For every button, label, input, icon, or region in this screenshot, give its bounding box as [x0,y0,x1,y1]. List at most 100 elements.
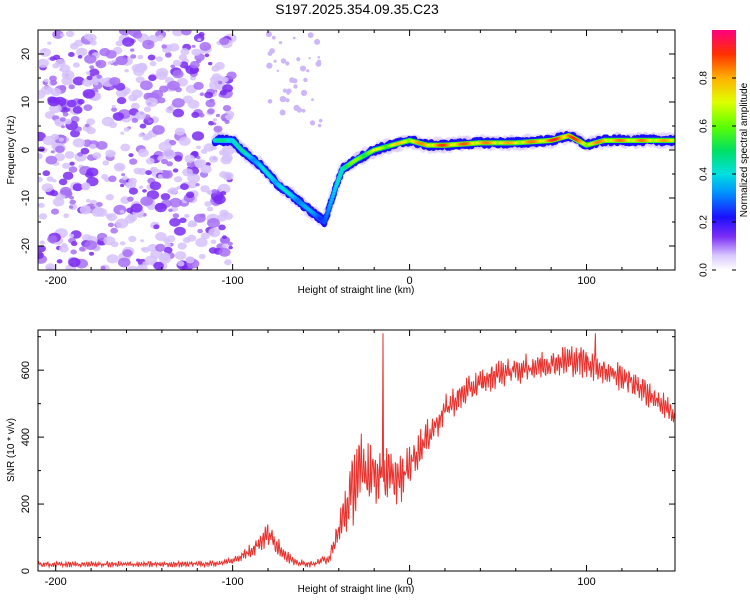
noise-blob [38,176,43,183]
noise-blob [109,121,118,129]
noise-blob [49,75,57,82]
noise-blob [131,89,143,99]
noise-blob [199,92,205,96]
noise-blob [130,203,143,213]
noise-blob [190,60,200,69]
ridge-core [331,192,336,196]
noise-blob [131,117,139,123]
noise-blob [72,183,83,192]
noise-blob [79,246,86,252]
noise-blob [92,152,102,160]
noise-blob [91,207,104,217]
noise-blob [200,164,212,174]
noise-blob [136,258,141,262]
noise-blob [159,252,171,261]
noise-blob [68,257,81,268]
noise-blob [115,55,128,66]
noise-blob [218,247,231,257]
spectrogram-marks [38,30,675,270]
colorbar-gradient [712,30,736,270]
noise-blob [52,30,64,39]
noise-blob [170,64,176,69]
noise-blob [65,30,75,38]
noise-blob [228,245,233,250]
noise-blob [267,51,273,56]
noise-blob [208,120,214,126]
noise-blob [318,118,323,123]
ridge-core [328,203,332,207]
noise-blob [273,59,277,63]
colorbar-tick-label: 0.4 [699,167,710,181]
noise-blob [124,68,129,73]
noise-blob [213,194,226,205]
noise-blob [178,136,191,146]
noise-blob [198,253,206,260]
noise-blob [207,108,215,115]
noise-blob [280,58,287,64]
noise-blob [96,202,103,207]
noise-blob [161,158,168,165]
noise-blob [140,247,146,251]
noise-blob [153,261,164,270]
noise-blob [50,190,58,197]
noise-blob [38,213,48,220]
noise-blob [196,159,207,167]
noise-blob [63,213,70,218]
noise-blob [209,155,219,163]
noise-blob [174,251,187,260]
noise-blob [85,171,94,178]
noise-blob [163,246,173,254]
noise-blob [197,228,203,234]
noise-blob [155,243,166,252]
x-tick-label: -100 [222,275,244,287]
colorbar-tick-label: 0.8 [699,71,710,85]
noise-blob [41,183,54,193]
snr-panel: -200 -100 0 100 0 200 400 600 Height of straigh… [6,329,676,595]
noise-blob [86,118,95,126]
noise-blob [137,54,144,60]
noise-blob [191,48,202,56]
noise-blob [177,260,185,267]
noise-blob [140,239,145,243]
noise-blob [127,265,138,270]
noise-blob [46,176,54,182]
noise-blob [109,77,121,86]
noise-blob [60,186,72,196]
noise-blob [306,69,310,73]
noise-blob [96,74,102,79]
noise-blob [130,54,137,59]
noise-blob [135,76,145,84]
noise-blob [204,53,210,58]
colorbar-tick-label: 0.0 [699,263,710,277]
noise-blob [293,84,298,89]
noise-blob [286,90,291,95]
noise-blob [86,75,93,81]
noise-blob [95,59,107,69]
noise-blob [162,149,176,160]
noise-blob [149,181,162,191]
noise-blob [118,165,123,170]
noise-blob [138,133,144,138]
y-tick-label: 10 [20,96,32,108]
noise-blob [120,183,125,188]
noise-blob [60,33,65,37]
noise-blob [89,143,97,150]
noise-blob [221,76,229,83]
noise-blob [191,150,199,157]
noise-blob [131,102,140,110]
noise-blob [180,183,189,191]
noise-blob [109,86,114,90]
noise-blob [196,156,201,160]
noise-blob [72,62,80,68]
noise-blob [166,161,174,167]
noise-blob [62,112,69,117]
spectrogram-ylabel: Frequency (Hz) [6,116,17,185]
x-tick-label: 100 [577,275,595,287]
noise-blob [172,59,182,67]
noise-blob [154,202,167,213]
noise-blob [72,138,86,148]
snr-ticks: -200 -100 0 100 0 200 400 600 [20,330,675,588]
noise-blob [224,114,234,121]
noise-blob [211,189,218,194]
noise-blob [265,31,272,38]
